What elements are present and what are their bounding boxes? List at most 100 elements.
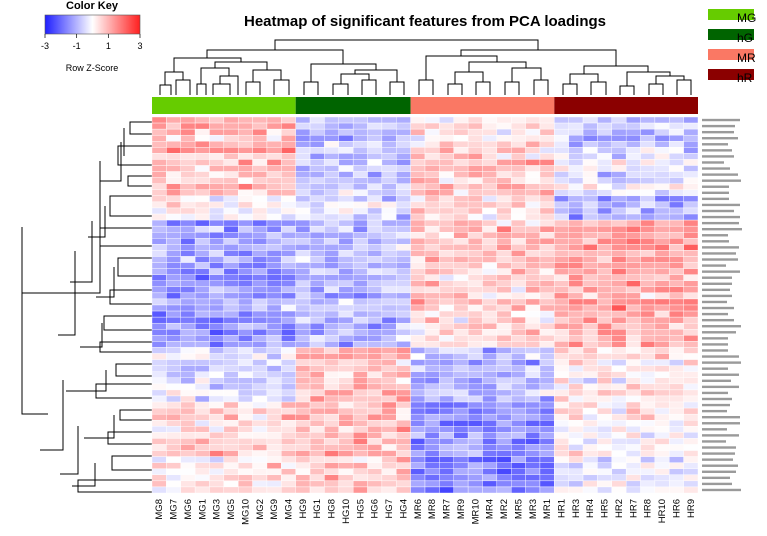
heatmap-cell (482, 420, 498, 427)
heatmap-cell (252, 171, 268, 178)
heatmap-cell (266, 480, 282, 488)
heatmap-cell (180, 474, 196, 482)
heatmap-cell (266, 201, 282, 209)
heatmap-cell (223, 322, 239, 330)
heatmap-cell (525, 116, 541, 124)
heatmap-cell (453, 389, 469, 397)
heatmap-cell (424, 280, 440, 287)
heatmap-cell (266, 310, 282, 318)
heatmap-cell (281, 438, 296, 445)
heatmap-cell (252, 353, 268, 360)
heatmap-cell (597, 383, 612, 391)
heatmap-cell (424, 456, 440, 463)
heatmap-cell (166, 468, 181, 475)
row-label-mark (702, 367, 728, 370)
heatmap-cell (683, 474, 699, 482)
row-label-mark (702, 415, 740, 419)
heatmap-cell (467, 195, 483, 203)
heatmap-cell (367, 322, 383, 330)
heatmap-cell (683, 450, 699, 457)
heatmap-cell (539, 292, 555, 300)
heatmap-cell (324, 280, 339, 287)
heatmap-cell (611, 486, 627, 494)
heatmap-cell (252, 420, 268, 427)
heatmap-cell (554, 486, 569, 494)
heatmap-cell (410, 341, 426, 348)
heatmap-cell (338, 141, 354, 148)
heatmap-cell (482, 322, 498, 330)
heatmap-cell (611, 347, 627, 354)
heatmap-cell (352, 177, 368, 184)
heatmap-cell (367, 468, 383, 475)
heatmap-cell (367, 219, 383, 227)
heatmap-cell (439, 183, 454, 190)
heatmap-cell (396, 165, 411, 172)
heatmap-cell (281, 365, 296, 372)
heatmap-cell (151, 359, 167, 366)
heatmap-cell (525, 359, 541, 366)
heatmap-cell (453, 316, 469, 324)
heatmap-cell (194, 274, 210, 281)
heatmap-cell (582, 426, 598, 433)
heatmap-cell (367, 153, 383, 160)
heatmap-cell (410, 377, 426, 385)
heatmap-cell (381, 486, 397, 494)
heatmap-cell (582, 329, 598, 336)
heatmap-cell (381, 329, 397, 336)
heatmap-cell (238, 141, 253, 148)
column-label: MR9 (456, 499, 467, 519)
heatmap-cell (410, 232, 426, 239)
heatmap-cell (194, 322, 210, 330)
heatmap-cell (683, 213, 699, 221)
heatmap-cell (352, 256, 368, 263)
heatmap-cell (166, 353, 181, 360)
heatmap-cell (352, 244, 368, 251)
heatmap-cell (396, 468, 411, 475)
heatmap-cell (439, 292, 454, 300)
heatmap-cell (367, 486, 383, 494)
heatmap-cell (539, 335, 555, 342)
heatmap-cell (640, 316, 656, 324)
heatmap-cell (625, 426, 641, 433)
heatmap-cell (654, 171, 670, 178)
heatmap-cell (324, 310, 339, 318)
heatmap-cell (410, 480, 426, 488)
column-label: HR10 (657, 499, 668, 523)
heatmap-cell (252, 371, 268, 378)
heatmap-cell (582, 389, 598, 397)
heatmap-cell (611, 256, 627, 263)
heatmap-cell (683, 219, 699, 227)
heatmap-cell (223, 377, 239, 385)
heatmap-cell (367, 262, 383, 269)
heatmap-cell (281, 134, 296, 142)
heatmap-cell (611, 141, 627, 148)
heatmap-cell (611, 426, 627, 433)
heatmap-cell (151, 177, 167, 184)
heatmap-cell (539, 329, 555, 336)
heatmap-cell (309, 353, 325, 360)
heatmap-cell (309, 207, 325, 215)
heatmap-cell (568, 341, 584, 348)
heatmap-cell (238, 250, 253, 257)
heatmap-cell (223, 359, 239, 366)
heatmap-cell (654, 486, 670, 494)
heatmap-cell (511, 128, 526, 136)
heatmap-cell (625, 153, 641, 160)
row-label-mark (702, 343, 728, 346)
heatmap-cell (482, 480, 498, 488)
heatmap-cell (410, 365, 426, 372)
heatmap-cell (424, 468, 440, 475)
heatmap-cell (453, 468, 469, 475)
heatmap-cell (151, 335, 167, 342)
heatmap-cell (381, 341, 397, 348)
heatmap-cell (410, 177, 426, 184)
heatmap-cell (453, 219, 469, 227)
heatmap-cell (223, 183, 239, 190)
heatmap-cell (281, 219, 296, 227)
heatmap-cell (467, 286, 483, 294)
heatmap-cell (611, 147, 627, 154)
heatmap-cell (151, 134, 167, 142)
heatmap-cell (439, 219, 454, 227)
legend-label-hg: hG (737, 31, 753, 45)
heatmap-cell (396, 183, 411, 190)
